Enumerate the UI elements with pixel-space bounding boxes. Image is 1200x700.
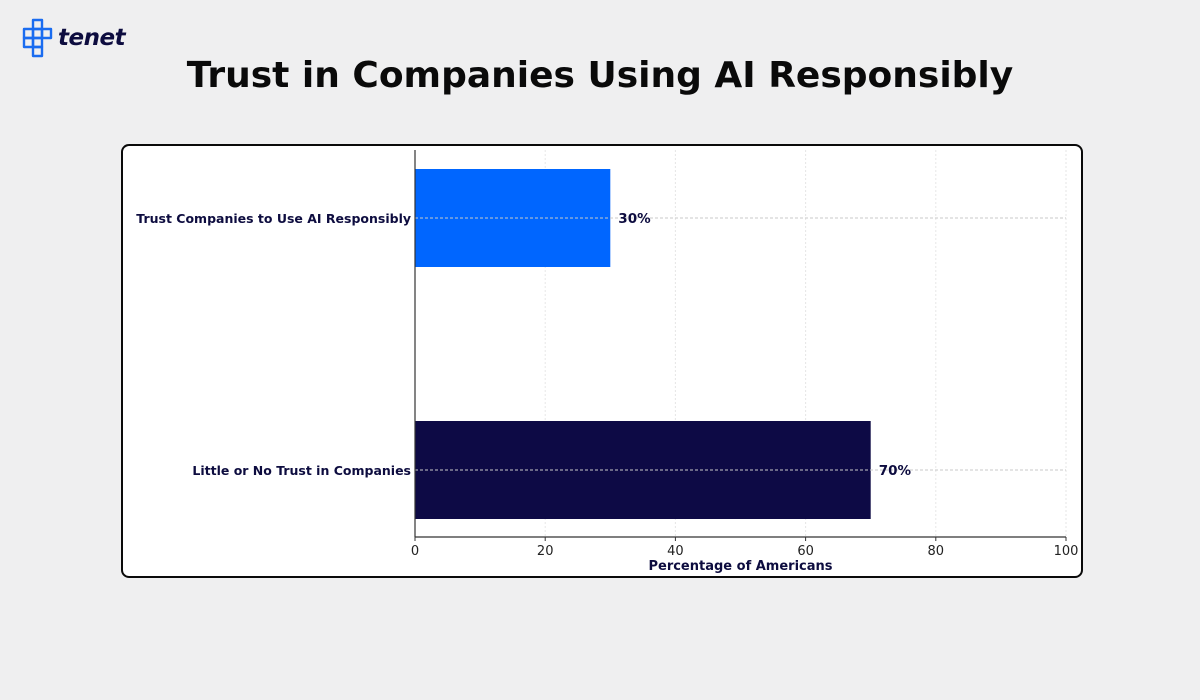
bar-chart: Trust Companies to Use AI Responsibly 30%… (136, 150, 1078, 574)
category-label-0: Trust Companies to Use AI Responsibly (136, 211, 411, 226)
x-tick-label-80: 80 (928, 544, 945, 559)
category-label-1: Little or No Trust in Companies (192, 463, 411, 478)
page-title: Trust in Companies Using AI Responsibly (186, 55, 1014, 96)
brand-logo: tenet (20, 18, 126, 58)
logo-text: tenet (58, 25, 126, 51)
x-tick-label-60: 60 (797, 544, 814, 559)
x-axis-title: Percentage of Americans (648, 559, 832, 574)
x-tick-label-0: 0 (411, 544, 419, 559)
x-tick-label-100: 100 (1054, 544, 1079, 559)
tenet-logo-icon (22, 18, 53, 58)
value-label-0: 30% (618, 211, 651, 227)
x-tick-label-40: 40 (667, 544, 684, 559)
chart-card: Trust Companies to Use AI Responsibly 30%… (121, 144, 1083, 578)
value-label-1: 70% (879, 463, 912, 479)
chart-hgrid (415, 217, 1066, 471)
chart-axes (414, 150, 1067, 541)
x-tick-label-20: 20 (537, 544, 554, 559)
chart-labels: Trust Companies to Use AI Responsibly 30%… (136, 211, 1078, 574)
